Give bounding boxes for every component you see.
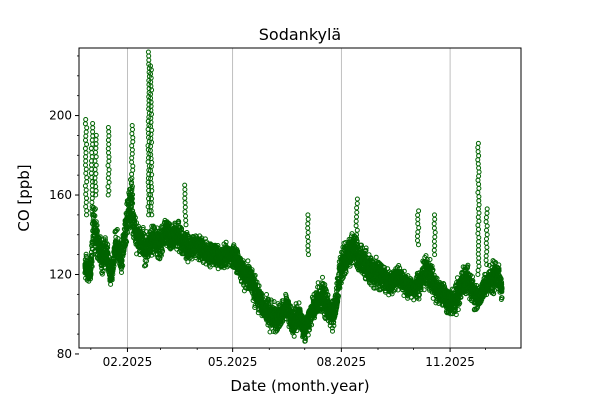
data-point: [336, 293, 341, 299]
data-point: [256, 283, 262, 289]
data-point: [92, 213, 98, 219]
data-point: [269, 299, 275, 305]
data-point: [427, 257, 433, 262]
data-point: [330, 328, 335, 334]
data-point: [140, 225, 146, 230]
data-point: [251, 273, 257, 279]
data-point: [120, 253, 126, 259]
data-point: [160, 248, 166, 254]
data-point: [125, 230, 131, 236]
data-point: [309, 322, 315, 328]
data-point: [307, 327, 312, 333]
data-point: [129, 185, 135, 191]
data-point: [395, 287, 401, 293]
data-point: [105, 251, 111, 257]
data-point: [105, 245, 111, 251]
data-point: [246, 263, 252, 269]
data-point: [303, 336, 308, 342]
data-point: [363, 248, 369, 253]
data-point: [121, 251, 127, 257]
data-point: [392, 287, 398, 293]
data-point: [418, 287, 424, 293]
data-point: [119, 270, 124, 275]
data-point: [89, 259, 95, 265]
data-point: [363, 245, 369, 251]
data-point: [99, 271, 105, 277]
data-point: [177, 224, 183, 230]
data-point: [88, 271, 94, 277]
data-point: [401, 268, 407, 274]
data-point: [114, 227, 120, 232]
data-point: [421, 287, 427, 293]
data-point: [134, 251, 140, 257]
data-point: [120, 263, 126, 269]
data-point: [143, 262, 149, 268]
data-point: [134, 220, 139, 226]
data-point: [382, 265, 388, 270]
data-point: [424, 257, 430, 262]
data-point: [185, 259, 191, 265]
data-point: [102, 237, 108, 243]
data-point: [102, 235, 108, 241]
data-point: [325, 292, 331, 298]
data-point: [343, 269, 349, 275]
chart-title: Sodankylä: [259, 25, 341, 44]
data-points: [82, 49, 505, 344]
data-point: [291, 333, 297, 339]
data-point: [252, 272, 258, 278]
data-point: [265, 296, 271, 302]
data-point: [294, 328, 300, 334]
data-point: [302, 338, 308, 344]
data-point: [89, 264, 95, 269]
data-point: [260, 295, 265, 301]
data-point: [202, 236, 208, 242]
data-point: [264, 292, 269, 297]
data-point: [108, 281, 114, 287]
data-point: [90, 252, 95, 258]
data-point: [106, 254, 112, 260]
data-point: [312, 315, 317, 321]
data-point: [109, 277, 115, 283]
data-point: [176, 219, 182, 225]
data-point: [110, 271, 116, 277]
data-point: [320, 274, 325, 280]
data-point: [417, 292, 422, 298]
data-point: [331, 323, 337, 329]
data-point: [441, 281, 447, 287]
data-point: [305, 332, 311, 338]
data-point: [223, 239, 229, 245]
data-point: [347, 263, 353, 269]
data-point: [132, 215, 138, 221]
data-point: [94, 229, 100, 234]
data-point: [271, 299, 277, 305]
data-point: [124, 239, 130, 245]
data-point: [94, 230, 100, 236]
data-point: [296, 300, 302, 306]
data-point: [359, 242, 364, 248]
data-point: [97, 234, 103, 240]
data-point: [91, 207, 97, 213]
data-point: [113, 228, 119, 234]
data-point: [110, 268, 116, 274]
data-point: [396, 263, 402, 268]
data-point: [430, 267, 436, 273]
data-point: [98, 240, 104, 246]
data-point: [354, 238, 360, 244]
data-point: [249, 267, 255, 273]
data-point: [335, 298, 341, 304]
data-point: [94, 222, 100, 228]
data-point: [315, 280, 321, 286]
data-point: [154, 225, 160, 231]
data-point: [184, 230, 190, 235]
data-point: [373, 254, 379, 260]
data-point: [245, 258, 251, 264]
data-point: [215, 243, 221, 248]
data-point: [293, 301, 299, 307]
data-point: [105, 242, 111, 247]
data-point: [337, 285, 343, 291]
